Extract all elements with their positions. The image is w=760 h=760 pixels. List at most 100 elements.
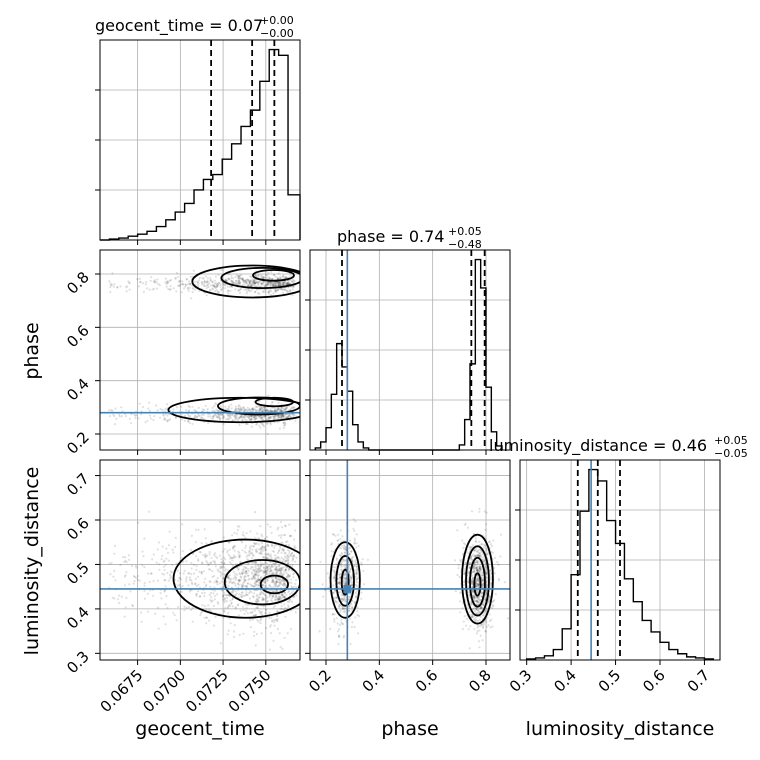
sample-point <box>256 569 259 573</box>
sample-point <box>219 565 222 568</box>
sample-point <box>476 597 480 600</box>
sample-point <box>223 556 226 559</box>
sample-point <box>236 281 240 284</box>
sample-point <box>112 575 115 578</box>
sample-point <box>348 605 351 608</box>
sample-point <box>278 596 281 599</box>
sample-point <box>480 576 483 579</box>
sample-point <box>286 282 289 285</box>
sample-point <box>287 561 290 564</box>
sample-point <box>469 546 472 549</box>
sample-point <box>268 567 271 571</box>
sample-point <box>154 279 157 282</box>
sample-point <box>477 570 480 573</box>
sample-point <box>262 277 265 280</box>
sample-point <box>243 407 246 411</box>
sample-point <box>157 282 160 286</box>
sample-point <box>473 596 476 599</box>
sample-point <box>114 579 117 582</box>
sample-point <box>191 422 194 425</box>
xticklabel-phase-1: 0.4 <box>359 666 389 696</box>
sample-point <box>274 284 277 287</box>
sample-point <box>195 568 198 571</box>
sample-point <box>226 551 229 554</box>
sample-point <box>283 408 286 411</box>
sample-point <box>473 607 476 610</box>
sample-point <box>237 282 240 285</box>
sample-point <box>254 572 257 575</box>
sample-point <box>248 281 251 284</box>
sample-point <box>268 584 271 587</box>
sample-point <box>471 586 474 589</box>
sample-point <box>282 426 286 429</box>
sample-point <box>264 549 267 552</box>
sample-point <box>245 532 248 535</box>
sample-point <box>493 566 496 570</box>
sample-point <box>287 576 290 579</box>
sample-point <box>272 283 275 286</box>
panel-1-1-frame <box>309 249 511 451</box>
sample-point <box>200 570 203 574</box>
sample-point <box>483 558 486 561</box>
sample-point <box>276 585 279 588</box>
sample-point <box>236 582 240 585</box>
sample-point <box>238 415 241 418</box>
sample-point <box>465 551 468 554</box>
sample-point <box>263 580 266 583</box>
sample-point <box>485 584 488 587</box>
sample-point <box>128 281 131 284</box>
sample-point <box>479 567 482 571</box>
sample-point <box>273 582 276 585</box>
sample-point <box>268 276 271 280</box>
sample-point <box>279 416 282 419</box>
sample-point <box>195 564 198 568</box>
sample-point <box>236 418 239 421</box>
sample-point <box>210 279 213 282</box>
sample-point <box>264 548 267 552</box>
sample-point <box>270 409 273 413</box>
sample-point <box>109 284 112 287</box>
sample-point <box>476 609 480 612</box>
sample-point <box>242 594 245 597</box>
sample-point <box>477 578 480 581</box>
sample-point <box>466 584 469 588</box>
sample-point <box>293 546 296 549</box>
sample-point <box>284 408 287 411</box>
sample-point <box>274 414 277 417</box>
sample-point <box>268 564 271 567</box>
sample-point <box>134 414 137 418</box>
sample-point <box>281 407 285 410</box>
sample-point <box>187 420 190 423</box>
sample-point <box>204 281 207 284</box>
sample-point <box>272 284 275 287</box>
sample-point <box>255 599 258 602</box>
contour-luminosity-distance-vs-phase-4 <box>469 556 486 608</box>
sample-point <box>110 561 113 564</box>
sample-point <box>138 280 142 283</box>
sample-point <box>283 583 287 586</box>
sample-point <box>184 285 187 288</box>
sample-point <box>294 546 297 549</box>
sample-point <box>280 287 283 290</box>
sample-point <box>272 606 275 609</box>
sample-point <box>138 277 141 280</box>
sample-point <box>478 567 481 570</box>
sample-point <box>459 600 462 603</box>
sample-point <box>459 611 462 614</box>
sample-point <box>285 593 288 596</box>
sample-point <box>341 599 344 603</box>
sample-point <box>348 609 351 613</box>
sample-point <box>334 589 337 592</box>
sample-point <box>245 570 248 573</box>
sample-point <box>473 565 476 568</box>
sample-point <box>138 579 141 582</box>
sample-point <box>230 577 233 580</box>
sample-point <box>245 408 248 411</box>
sample-point <box>256 593 259 596</box>
sample-point <box>478 646 481 649</box>
sample-point <box>288 289 291 292</box>
sample-point <box>205 585 208 588</box>
sample-point <box>180 413 183 416</box>
sample-point <box>475 607 478 610</box>
sample-point <box>289 554 292 557</box>
